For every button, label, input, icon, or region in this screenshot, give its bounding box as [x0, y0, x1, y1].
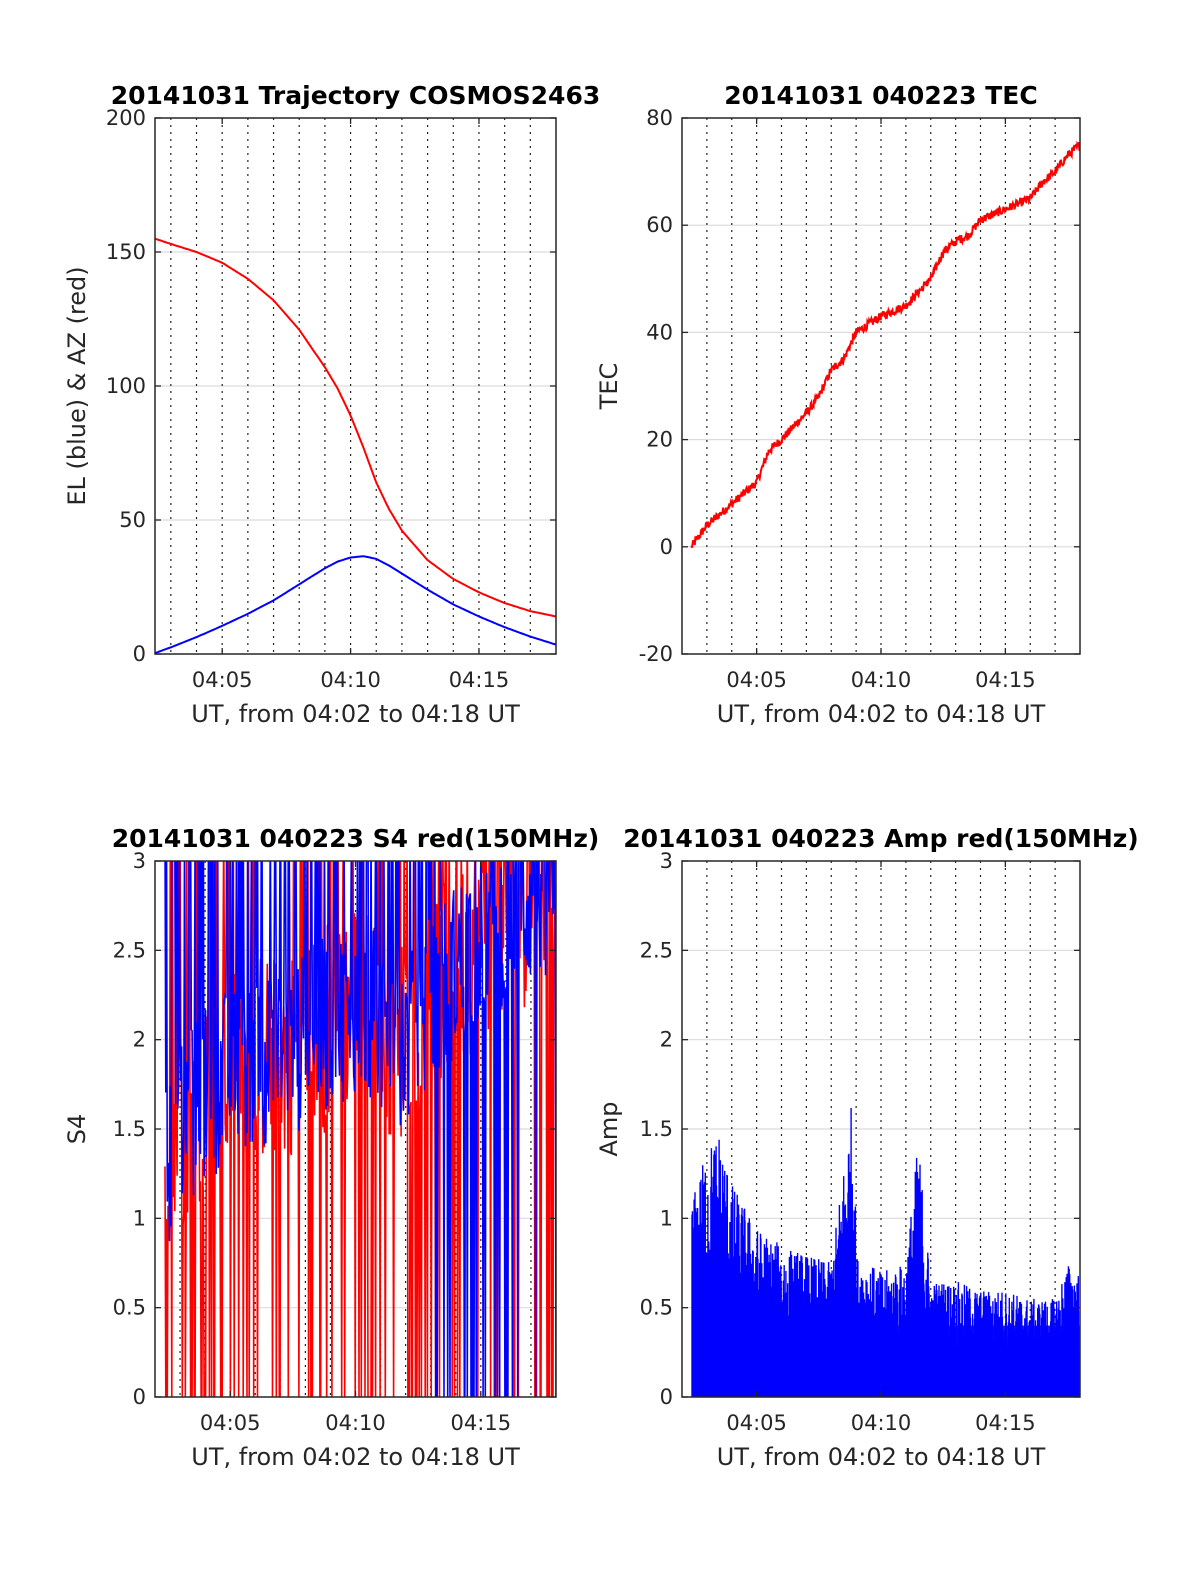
y-axis-label: S4 — [63, 1114, 91, 1145]
x-tick-label: 04:15 — [975, 668, 1036, 692]
y-tick-label: 100 — [106, 374, 146, 398]
y-tick-label: 60 — [646, 213, 673, 237]
x-tick-label: 04:15 — [449, 668, 510, 692]
chart-1: 0 50 100 150 200 04:05 04:10 04:15 20141031 Traj… — [63, 81, 600, 728]
y-tick-label: 2 — [133, 1028, 146, 1052]
y-tick-label: 200 — [106, 106, 146, 130]
data-layer — [690, 140, 1080, 548]
y-tick-label: 3 — [133, 849, 146, 873]
y-tick-label: 0.5 — [113, 1296, 146, 1320]
y-tick-label: 0 — [133, 1385, 146, 1409]
series-line-2 — [155, 555, 556, 654]
y-tick-label: 2.5 — [640, 938, 673, 962]
y-tick-label: 3 — [660, 849, 673, 873]
x-tick-label: 04:05 — [726, 668, 787, 692]
x-tick-label: 04:15 — [975, 1411, 1036, 1435]
y-tick-label: 0 — [660, 1385, 673, 1409]
y-tick-label: 2 — [660, 1028, 673, 1052]
x-axis-label: UT, from 04:02 to 04:18 UT — [191, 700, 520, 728]
series-line-2 — [164, 861, 556, 1397]
y-tick-label: 1 — [660, 1206, 673, 1230]
data-layer — [691, 1108, 1080, 1397]
y-axis-label: TEC — [595, 363, 623, 411]
amp-dense-base — [691, 1325, 1080, 1397]
y-axis-label: EL (blue) & AZ (red) — [63, 266, 91, 505]
data-layer — [164, 861, 556, 1397]
y-tick-label: 50 — [119, 508, 146, 532]
x-tick-label: 04:10 — [320, 668, 381, 692]
x-axis-label: UT, from 04:02 to 04:18 UT — [717, 1443, 1046, 1471]
y-tick-label: 0 — [660, 535, 673, 559]
chart-4: 0 0.5 1 1.5 2 2.5 3 04:05 04:10 04:15 20141031 040… — [595, 824, 1139, 1471]
y-tick-label: 150 — [106, 240, 146, 264]
y-tick-label: 0.5 — [640, 1296, 673, 1320]
chart-title: 20141031 040223 TEC — [724, 81, 1037, 110]
y-tick-label: 80 — [646, 106, 673, 130]
series-line-1 — [155, 237, 556, 618]
x-tick-label: 04:05 — [200, 1411, 261, 1435]
series-line-1 — [690, 140, 1080, 548]
chart-title: 20141031 040223 Amp red(150MHz) — [623, 824, 1139, 853]
x-tick-label: 04:10 — [851, 1411, 912, 1435]
x-axis-label: UT, from 04:02 to 04:18 UT — [191, 1443, 520, 1471]
chart-3: 0 0.5 1 1.5 2 2.5 3 04:05 04:10 04:15 20141031 040… — [63, 824, 600, 1471]
x-axis-label: UT, from 04:02 to 04:18 UT — [717, 700, 1046, 728]
data-layer — [155, 237, 556, 654]
x-tick-label: 04:10 — [325, 1411, 386, 1435]
y-axis-label: Amp — [595, 1101, 623, 1156]
y-tick-label: 40 — [646, 320, 673, 344]
x-tick-label: 04:05 — [726, 1411, 787, 1435]
chart-2: -20 0 20 40 60 80 04:05 04:10 04:15 20141031 0402… — [595, 81, 1081, 728]
x-tick-label: 04:05 — [192, 668, 253, 692]
y-tick-label: 20 — [646, 428, 673, 452]
x-tick-label: 04:15 — [451, 1411, 512, 1435]
y-tick-label: 1.5 — [640, 1117, 673, 1141]
y-tick-label: -20 — [639, 642, 673, 666]
chart-title: 20141031 Trajectory COSMOS2463 — [111, 81, 601, 110]
y-tick-label: 2.5 — [113, 938, 146, 962]
y-tick-label: 1.5 — [113, 1117, 146, 1141]
x-tick-label: 04:10 — [851, 668, 912, 692]
y-tick-label: 0 — [133, 642, 146, 666]
chart-title: 20141031 040223 S4 red(150MHz) — [112, 824, 600, 853]
y-tick-label: 1 — [133, 1206, 146, 1230]
